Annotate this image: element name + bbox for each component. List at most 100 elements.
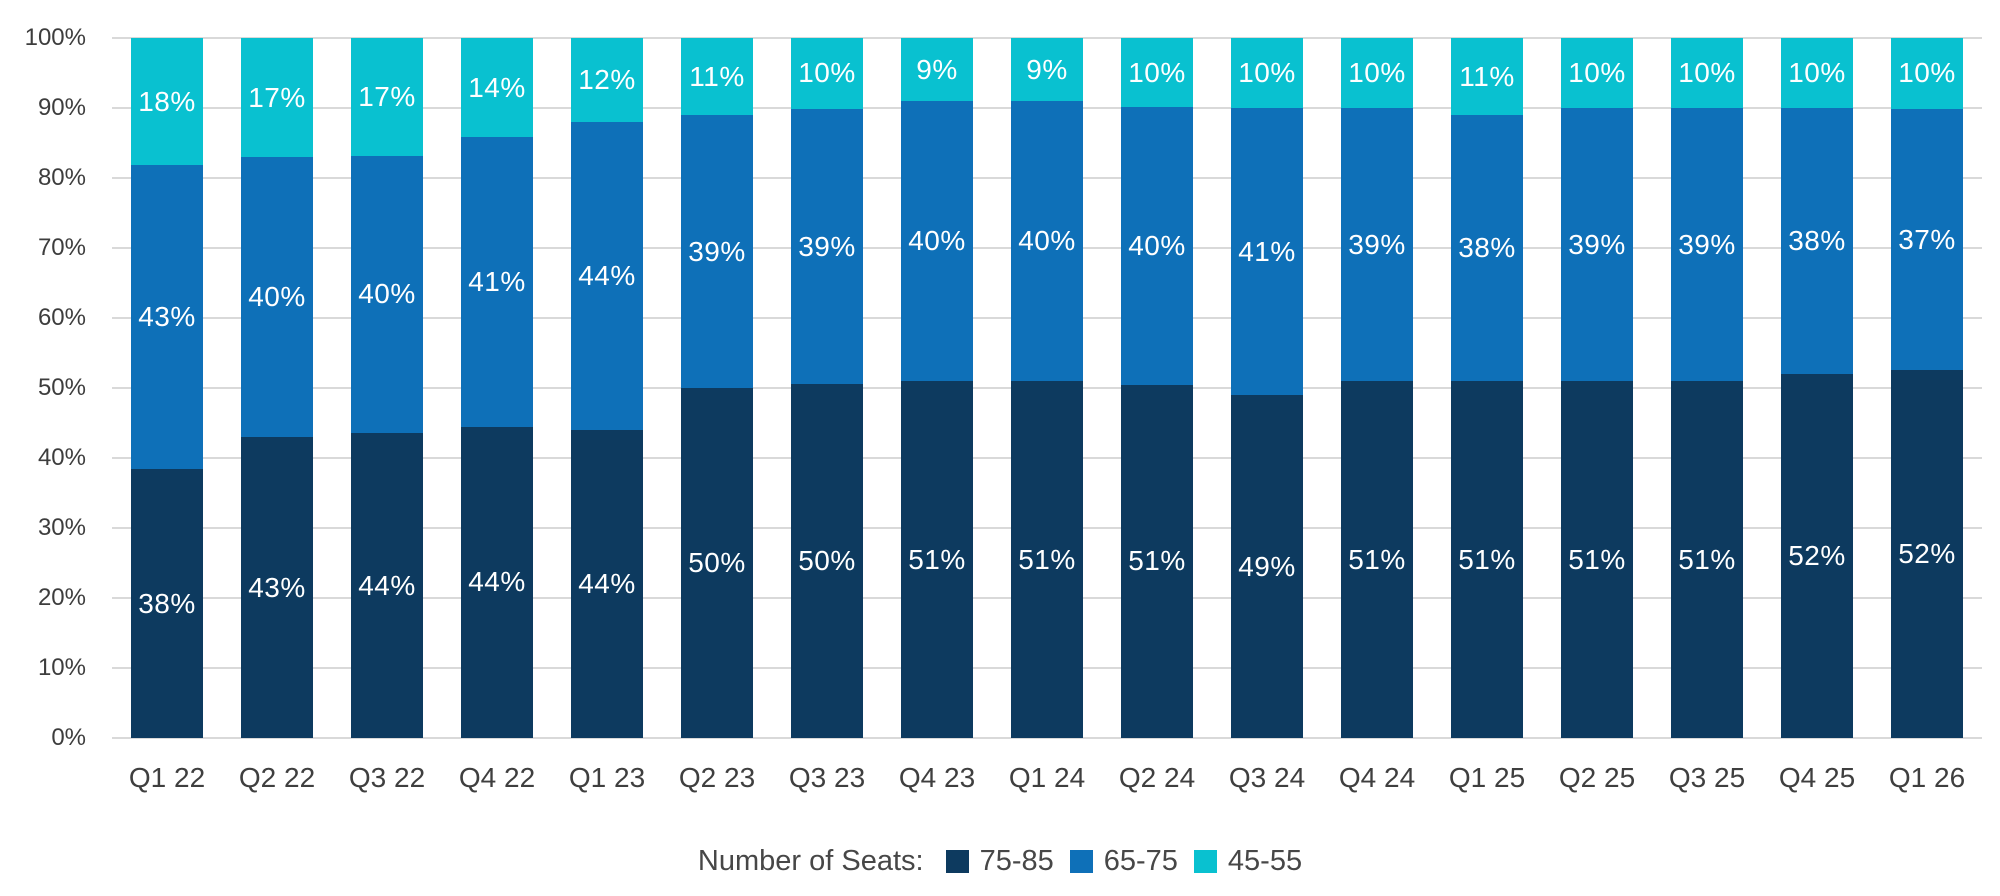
segment-value-label: 51% [908,543,966,575]
bar-segment-75-85: 51% [1340,381,1414,738]
bar-segment-65-75: 40% [1120,107,1194,385]
segment-value-label: 39% [798,230,856,262]
segment-value-label: 10% [1128,56,1186,88]
segment-value-label: 52% [1898,538,1956,570]
bar-segment-45-55: 11% [1450,38,1524,115]
x-axis-tick-label: Q4 25 [1778,762,1856,793]
x-axis-tick-label: Q3 23 [788,762,866,793]
bar-q1-22: 38% 43% 18% [130,38,204,738]
segment-value-label: 43% [138,301,196,333]
legend-item: 75-85 [945,845,1054,878]
bar-q2-23: 50% 39% 11% [680,38,754,738]
segment-value-label: 52% [1788,540,1846,571]
y-axis-tick-label: 0% [51,724,86,751]
bar-segment-75-85: 51% [1450,381,1524,738]
bar-segment-65-75: 39% [1560,108,1634,381]
bar-segment-45-55: 12% [570,38,644,122]
legend-swatch [1069,850,1093,873]
bar-segment-75-85: 38% [130,469,204,738]
segment-value-label: 38% [1458,232,1516,263]
x-axis-tick-label: Q2 25 [1558,762,1636,793]
bar-segment-65-75: 44% [570,122,644,430]
legend-swatch [1193,850,1217,873]
segment-value-label: 40% [358,278,416,310]
bar-segment-45-55: 17% [350,38,424,156]
bar-segment-75-85: 44% [460,426,534,738]
legend-items: 75-85 65-75 45-55 [930,845,1302,878]
segment-value-label: 38% [1788,225,1846,256]
segment-value-label: 40% [908,225,966,256]
bar-segment-65-75: 39% [1670,108,1744,381]
bar-slot: 51% 39% 10% [1542,38,1652,738]
segment-value-label: 11% [1459,60,1515,92]
legend-item: 65-75 [1069,845,1178,878]
bar-segment-45-55: 18% [130,38,204,166]
segment-value-label: 37% [1898,223,1956,255]
bar-slot: 51% 40% 9% [992,38,1102,738]
y-axis-tick-label: 60% [37,304,86,331]
legend-swatch [945,850,969,873]
bar-slot: 51% 40% 9% [882,38,992,738]
bar-segment-45-55: 10% [1560,38,1634,108]
x-axis-tick-label: Q3 24 [1228,762,1306,793]
bar-slot: 50% 39% 11% [662,38,772,738]
segment-value-label: 49% [1238,550,1296,582]
bars: 38% 43% 18% 43% 40% 17% 44% 40% 17% 44% 41% 14% 44% 4… [112,38,1982,738]
bar-q2-25: 51% 39% 10% [1560,38,1634,738]
x-axis-tick-label: Q1 23 [568,762,646,793]
y-axis: 0% 10% 20% 30% 40% 50% 60% 70% 80% 90% 100% [0,26,86,750]
legend: Number of Seats: 75-85 65-75 45-55 [0,845,2000,878]
bar-slot: 51% 39% 10% [1322,38,1432,738]
segment-value-label: 11% [689,60,745,92]
bar-segment-75-85: 52% [1890,370,1964,738]
segment-value-label: 39% [688,235,746,267]
bar-slot: 50% 39% 10% [772,38,882,738]
segment-value-label: 50% [798,545,856,577]
bar-segment-65-75: 40% [240,157,314,437]
bar-segment-75-85: 51% [900,381,974,738]
bar-q4-24: 51% 39% 10% [1340,38,1414,738]
segment-value-label: 44% [358,569,416,601]
segment-value-label: 40% [1018,225,1076,256]
segment-value-label: 51% [1568,543,1626,575]
segment-value-label: 17% [248,81,306,113]
segment-value-label: 10% [1238,57,1296,88]
bar-q1-26: 52% 37% 10% [1890,38,1964,738]
segment-value-label: 40% [1128,229,1186,261]
segment-value-label: 41% [468,265,526,297]
segment-value-label: 10% [1678,57,1736,88]
bar-segment-75-85: 51% [1670,381,1744,738]
y-axis-tick-label: 100% [24,24,86,51]
bar-segment-65-75: 38% [1780,108,1854,374]
bar-slot: 52% 37% 10% [1872,38,1982,738]
segment-value-label: 51% [1458,543,1516,575]
x-axis-tick-label: Q2 22 [238,762,316,793]
bar-segment-75-85: 52% [1780,374,1854,738]
segment-value-label: 18% [138,85,196,117]
bar-segment-65-75: 38% [1450,115,1524,381]
bar-segment-75-85: 51% [1560,381,1634,738]
y-axis-tick-label: 10% [37,654,86,681]
segment-value-label: 51% [1678,543,1736,575]
bar-slot: 52% 38% 10% [1762,38,1872,738]
bar-slot: 49% 41% 10% [1212,38,1322,738]
bar-segment-75-85: 44% [570,430,644,738]
bar-segment-75-85: 44% [350,433,424,738]
segment-value-label: 10% [1898,57,1956,89]
bar-segment-65-75: 41% [460,137,534,427]
bar-segment-75-85: 49% [1230,395,1304,738]
bar-segment-65-75: 39% [790,108,864,385]
bar-q3-24: 49% 41% 10% [1230,38,1304,738]
bar-segment-65-75: 39% [680,115,754,388]
segment-value-label: 50% [688,547,746,578]
bar-segment-65-75: 37% [1890,108,1964,371]
segment-value-label: 10% [1568,57,1626,88]
bar-q4-23: 51% 40% 9% [900,38,974,738]
bar-slot: 44% 44% 12% [552,38,662,738]
segment-value-label: 9% [916,53,958,85]
x-axis-tick-label: Q4 24 [1338,762,1416,793]
bar-segment-65-75: 40% [350,155,424,434]
segment-value-label: 51% [1128,545,1186,577]
segment-value-label: 39% [1568,228,1626,260]
bar-segment-65-75: 39% [1340,108,1414,381]
